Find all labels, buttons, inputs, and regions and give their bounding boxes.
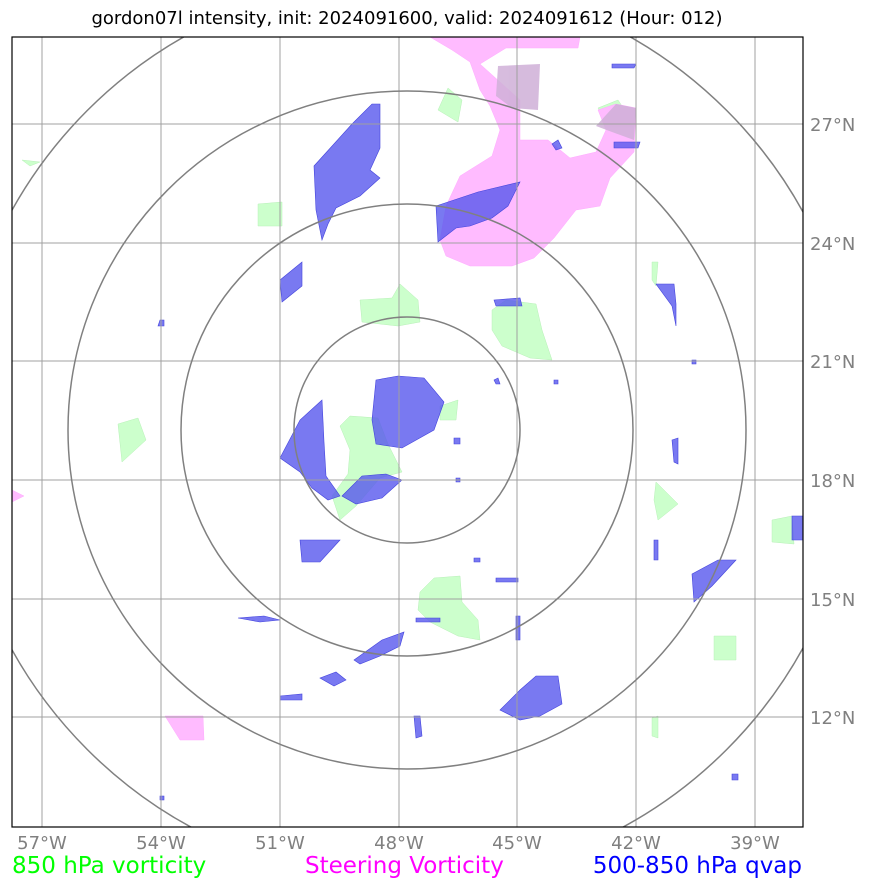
lat-tick: 12°N [810, 708, 855, 729]
lon-tick: 39°W [730, 833, 780, 854]
map-title: gordon07l intensity, init: 2024091600, v… [91, 8, 723, 29]
steering-vorticity-contours [12, 37, 637, 741]
lon-tick: 57°W [17, 833, 67, 854]
legend-qvap: 500-850 hPa qvap [592, 853, 802, 879]
lat-tick: 27°N [810, 115, 855, 136]
lon-tick-labels: 57°W 54°W 51°W 48°W 45°W 42°W 39°W [17, 833, 780, 854]
map-plot-area [12, 37, 803, 827]
lat-tick: 15°N [810, 590, 855, 611]
lat-tick-labels: 27°N 24°N 21°N 18°N 15°N 12°N [810, 115, 855, 729]
graticule [12, 37, 803, 827]
lat-tick: 24°N [810, 234, 855, 255]
lon-tick: 48°W [374, 833, 424, 854]
lon-tick: 51°W [255, 833, 305, 854]
lon-tick: 45°W [492, 833, 542, 854]
plot-frame [11, 36, 804, 828]
overlap-contours [496, 64, 636, 140]
lon-tick: 54°W [136, 833, 186, 854]
legend-steering-vorticity: Steering Vorticity [305, 853, 504, 879]
qvap-contours [157, 63, 803, 801]
legend-850hpa-vorticity: 850 hPa vorticity [12, 853, 207, 879]
range-rings [12, 37, 803, 827]
lat-tick: 21°N [810, 352, 855, 373]
lat-tick: 18°N [810, 471, 855, 492]
lon-tick: 42°W [611, 833, 661, 854]
